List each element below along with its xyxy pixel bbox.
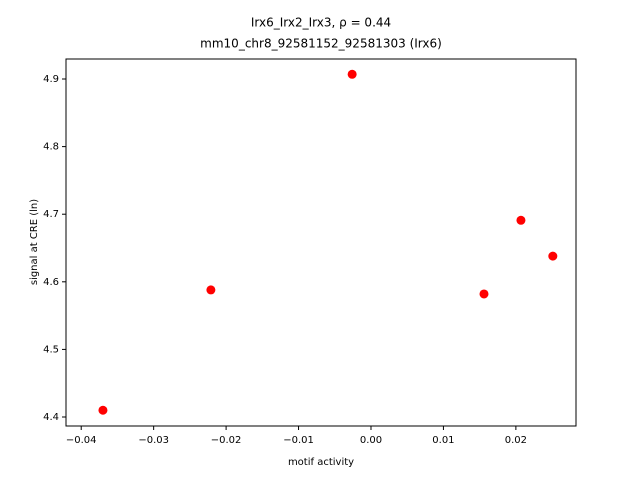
x-tick-label: 0.02 <box>505 435 527 446</box>
y-tick-label: 4.6 <box>43 277 59 288</box>
x-tick-label: −0.03 <box>138 435 169 446</box>
point <box>98 405 108 415</box>
x-tick-label: −0.04 <box>66 435 97 446</box>
chart-title: Irx6_Irx2_Irx3, ρ = 0.44 <box>251 16 391 30</box>
x-tick-label: −0.02 <box>211 435 242 446</box>
y-tick-label: 4.5 <box>43 344 59 355</box>
y-tick-label: 4.7 <box>43 209 59 220</box>
x-tick-label: −0.01 <box>283 435 314 446</box>
plot-frame <box>65 58 577 427</box>
x-tick-label: 0.01 <box>432 435 454 446</box>
y-tick-label: 4.8 <box>43 142 59 153</box>
x-tick-label: 0.00 <box>360 435 382 446</box>
point <box>548 251 558 261</box>
point <box>479 289 489 299</box>
y-axis-label: signal at CRE (ln) <box>29 199 40 285</box>
y-tick-label: 4.9 <box>43 74 59 85</box>
x-axis-label: motif activity <box>288 457 354 468</box>
point <box>206 285 216 295</box>
chart-subtitle: mm10_chr8_92581152_92581303 (Irx6) <box>200 37 442 51</box>
point <box>516 215 526 225</box>
y-tick-label: 4.4 <box>43 412 59 423</box>
point <box>347 69 357 79</box>
